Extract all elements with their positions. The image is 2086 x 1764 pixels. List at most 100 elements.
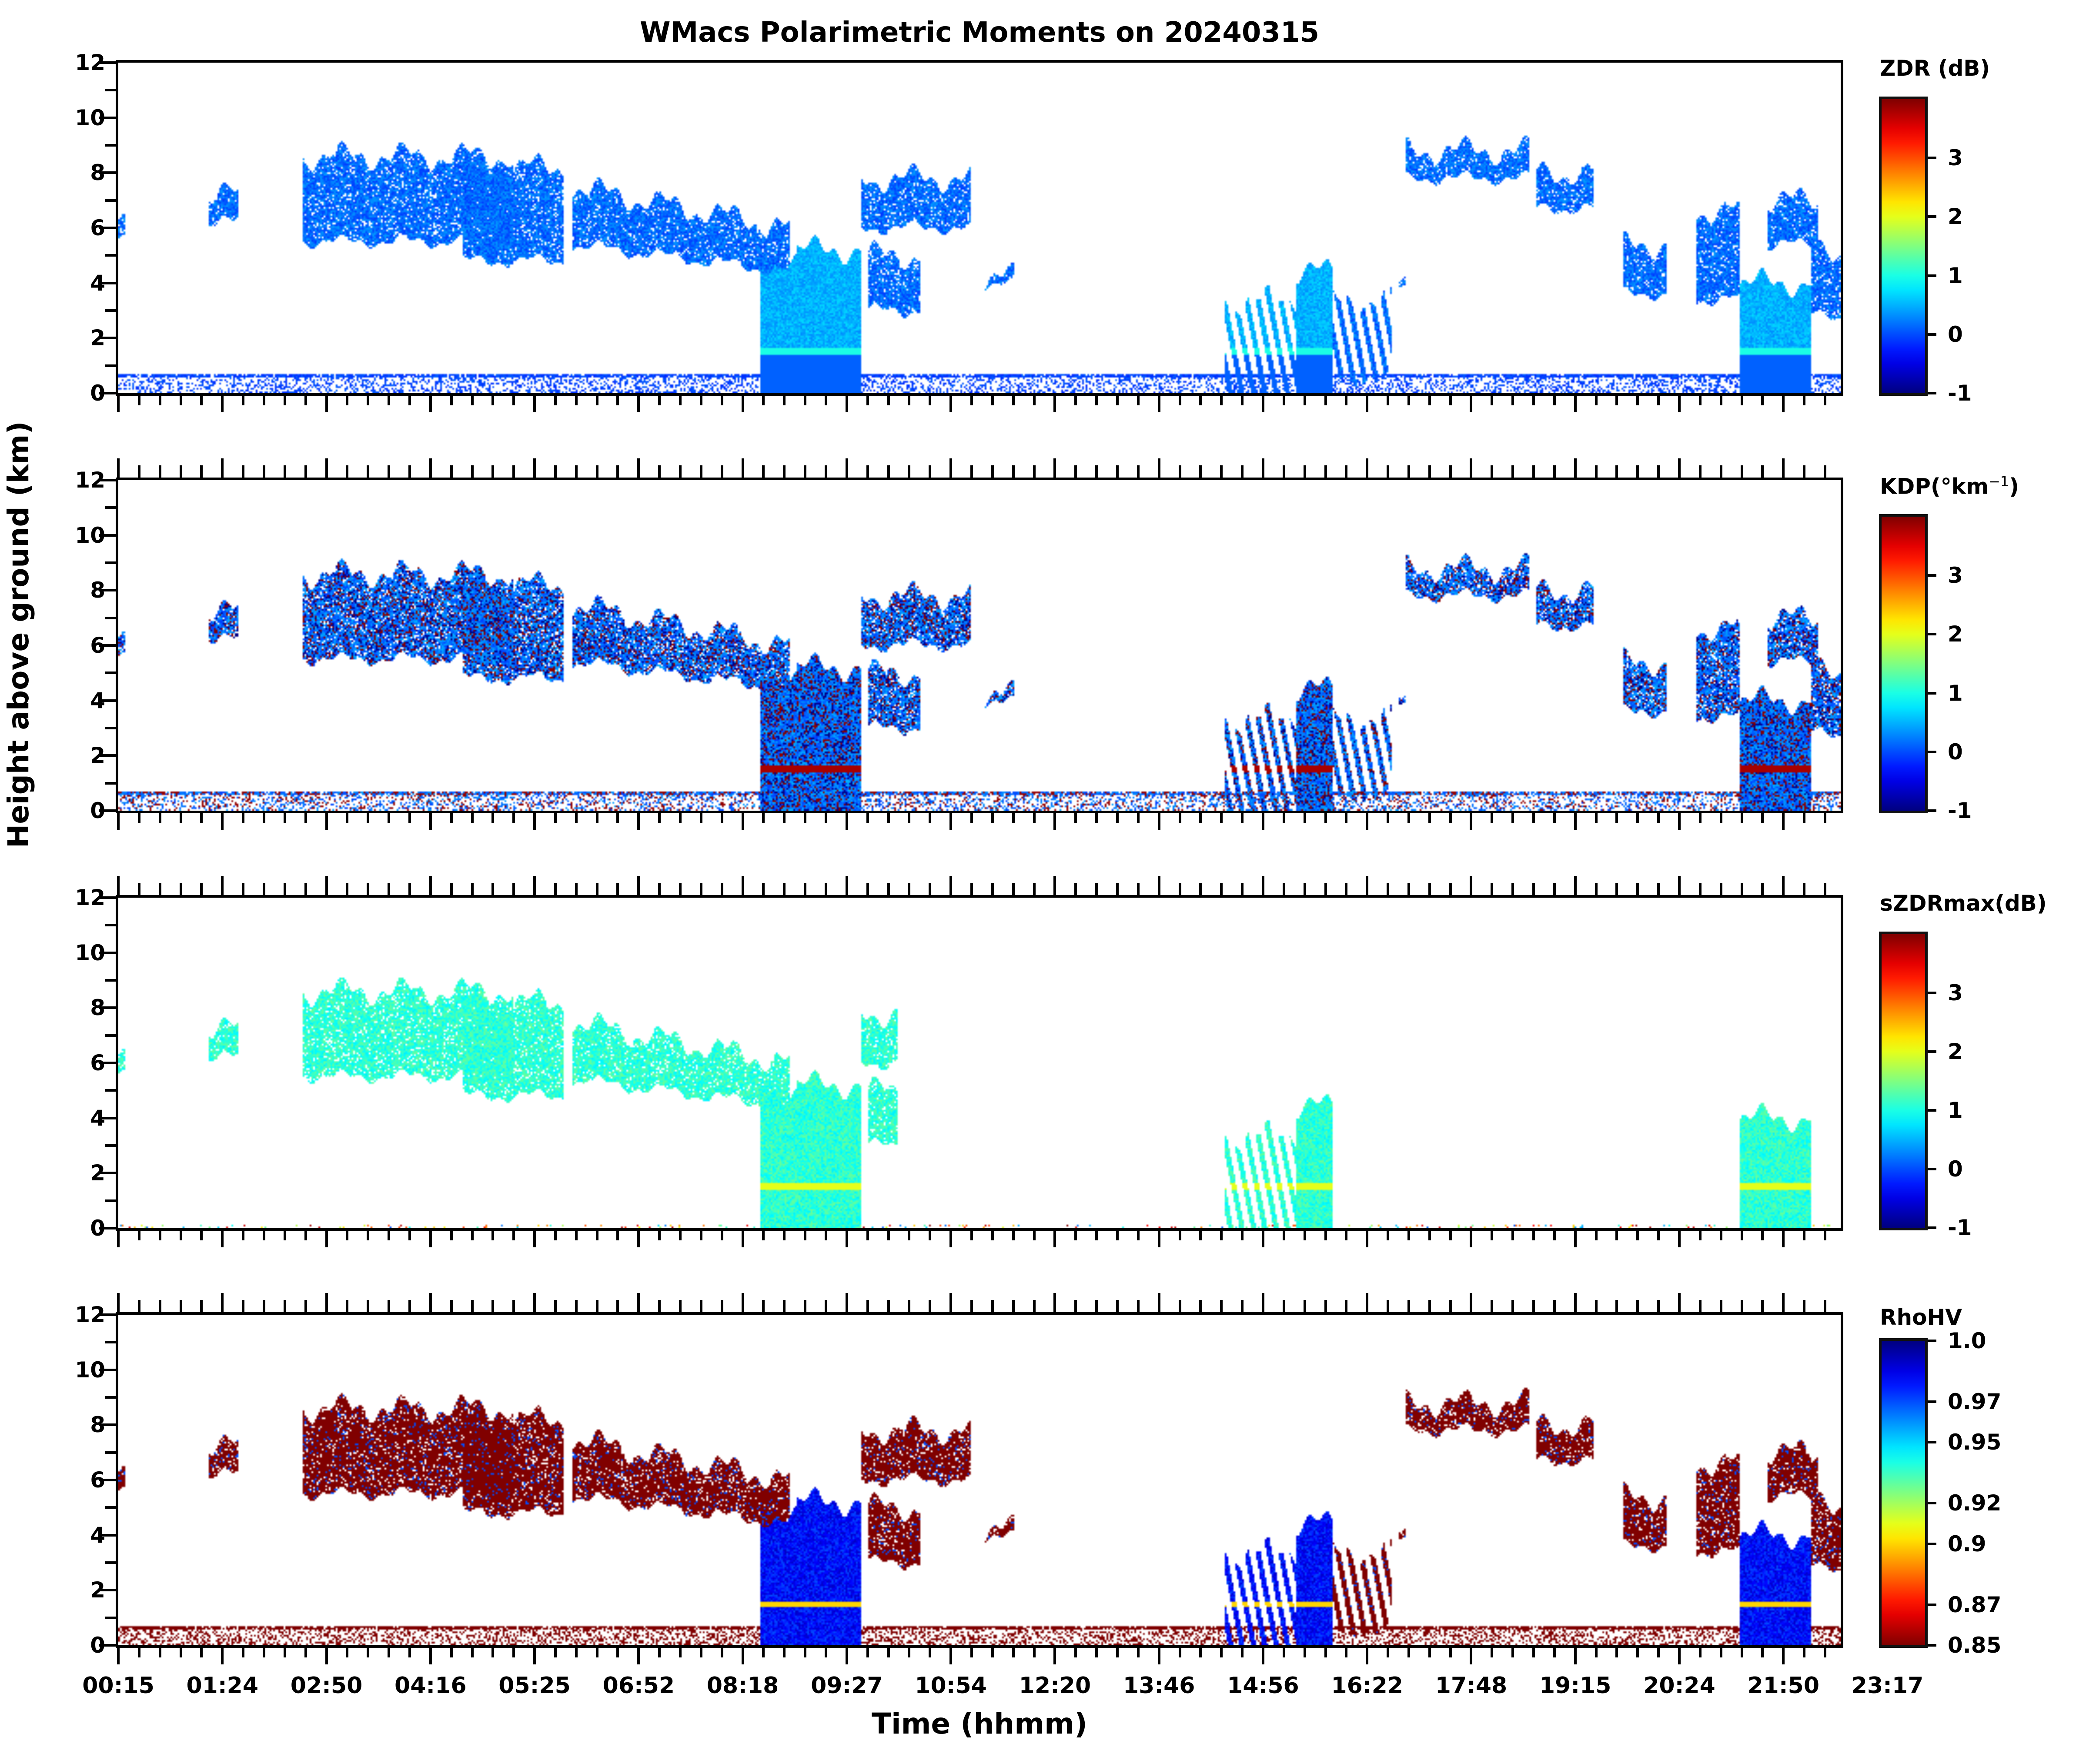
x-minor-tick [720, 465, 723, 478]
x-minor-tick [283, 883, 286, 895]
x-minor-tick [1823, 1645, 1826, 1657]
x-minor-tick [1345, 883, 1348, 895]
x-minor-tick [1698, 883, 1702, 895]
y-tick-label: 2 [90, 1577, 105, 1603]
x-minor-tick [825, 883, 828, 895]
x-major-tick [429, 811, 432, 830]
x-minor-tick [262, 883, 265, 895]
x-minor-tick [1532, 811, 1535, 823]
x-minor-tick [554, 1300, 557, 1312]
y-major-tick [99, 1313, 118, 1316]
x-minor-tick [158, 1228, 161, 1240]
x-minor-tick [658, 1300, 661, 1312]
x-tick-label: 21:50 [1747, 1673, 1820, 1699]
x-minor-tick [1449, 1645, 1452, 1657]
colorbar-tick-label: 2 [1948, 204, 1963, 230]
x-minor-tick [1615, 1645, 1618, 1657]
x-minor-tick [304, 393, 307, 405]
colorbar-tick-label: 0 [1948, 321, 1963, 347]
x-minor-tick [471, 1645, 474, 1657]
x-minor-tick [1595, 883, 1598, 895]
x-major-tick [533, 1228, 536, 1247]
panel-rhohv: 0 2 4 6 8 10 12 [75, 1293, 1843, 1664]
x-minor-tick [866, 811, 869, 823]
y-minor-tick [105, 364, 118, 367]
x-minor-tick [1553, 1228, 1556, 1240]
x-minor-tick [575, 393, 578, 405]
x-minor-tick [137, 883, 140, 895]
x-minor-tick [554, 465, 557, 478]
x-minor-tick [762, 1300, 765, 1312]
x-minor-tick [658, 393, 661, 405]
x-minor-tick [1282, 1645, 1285, 1657]
x-minor-tick [970, 811, 973, 823]
y-major-tick [99, 171, 118, 174]
x-major-tick [1782, 1228, 1785, 1247]
colorbar-tick [1928, 750, 1936, 753]
x-tick-label: 17:48 [1435, 1673, 1508, 1699]
x-minor-tick [242, 1300, 245, 1312]
x-minor-tick [1324, 393, 1327, 405]
x-minor-tick [1595, 393, 1598, 405]
x-minor-tick [720, 883, 723, 895]
x-minor-tick [1199, 465, 1202, 478]
x-minor-tick [1719, 393, 1722, 405]
x-major-tick [221, 1293, 224, 1312]
y-minor-tick [105, 1506, 118, 1509]
x-minor-tick [1553, 1300, 1556, 1312]
x-minor-tick [887, 1300, 890, 1312]
x-major-tick [1157, 458, 1160, 478]
x-minor-tick [1511, 1228, 1514, 1240]
x-minor-tick [1657, 883, 1660, 895]
y-tick-label: 4 [90, 1522, 105, 1548]
x-major-tick [429, 1293, 432, 1312]
x-minor-tick [450, 811, 453, 823]
x-minor-tick [720, 1228, 723, 1240]
x-major-tick [741, 876, 744, 895]
x-major-tick [221, 1228, 224, 1247]
x-tick-label: 06:52 [602, 1673, 675, 1699]
x-major-tick [741, 1228, 744, 1247]
x-major-tick [1678, 1293, 1681, 1312]
x-minor-tick [304, 465, 307, 478]
colorbar-title-kdp-exponent: −1 [1989, 473, 2009, 490]
x-minor-tick [762, 1228, 765, 1240]
x-minor-tick [367, 393, 370, 405]
x-minor-tick [1074, 811, 1077, 823]
y-axis-label: Height above ground (km) [2, 421, 35, 848]
x-major-tick [637, 1645, 640, 1664]
x-minor-tick [762, 1645, 765, 1657]
x-major-tick [1053, 458, 1056, 478]
y-major-tick [99, 116, 118, 119]
x-major-tick [117, 1645, 120, 1664]
x-minor-tick [1137, 811, 1140, 823]
x-minor-tick [1823, 883, 1826, 895]
x-minor-tick [1116, 811, 1119, 823]
x-minor-tick [1595, 811, 1598, 823]
x-minor-tick [1116, 1300, 1119, 1312]
y-tick-label: 12 [75, 1302, 105, 1327]
colorbar-rhohv [1879, 1338, 1928, 1648]
y-tick-label: 4 [90, 1105, 105, 1131]
colorbar-title-kdp-main: KDP(°km [1880, 474, 1989, 499]
x-minor-tick [262, 1300, 265, 1312]
x-major-tick [117, 811, 120, 830]
x-tick-label: 10:54 [915, 1673, 987, 1699]
x-minor-tick [158, 393, 161, 405]
x-minor-tick [367, 1300, 370, 1312]
x-minor-tick [408, 1228, 411, 1240]
y-tick-label: 2 [90, 743, 105, 768]
x-minor-tick [804, 883, 807, 895]
x-major-tick [1470, 1228, 1473, 1247]
x-minor-tick [1428, 393, 1431, 405]
x-minor-tick [1615, 1228, 1618, 1240]
x-major-tick [1366, 1228, 1369, 1247]
x-minor-tick [137, 393, 140, 405]
x-minor-tick [1449, 1228, 1452, 1240]
zdr-heatmap [118, 63, 1841, 393]
x-minor-tick [512, 1300, 515, 1312]
x-major-tick [637, 393, 640, 412]
x-minor-tick [1095, 1300, 1098, 1312]
x-minor-tick [1303, 393, 1306, 405]
x-minor-tick [1761, 1300, 1764, 1312]
